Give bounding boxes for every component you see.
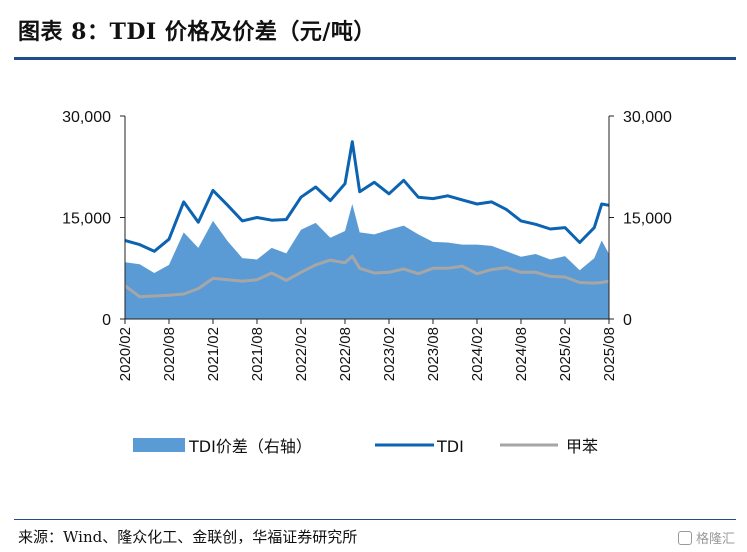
axes-layer: 0 0 15,000 15,000 30,000 30,000 2020/02 2020/08…	[62, 109, 672, 381]
chart: 0 0 15,000 15,000 30,000 30,000 2020/02 2020/08…	[62, 109, 672, 456]
x-tick-label: 2020/08	[161, 327, 178, 381]
x-tick-label: 2023/02	[381, 327, 398, 381]
y-left-tick-label: 15,000	[62, 211, 111, 228]
price-lines-layer	[124, 140, 610, 299]
figure-title: 图表 8：TDI 价格及价差（元/吨）	[18, 19, 376, 45]
legend-label-tdi: TDI	[436, 437, 464, 456]
y-left-tick-label: 30,000	[62, 109, 111, 126]
x-tick-label: 2022/02	[293, 327, 310, 381]
x-tick-label: 2024/08	[513, 327, 530, 381]
spread-area-layer	[125, 204, 609, 319]
x-tick-label: 2020/02	[117, 327, 134, 381]
watermark-text: 格隆汇	[695, 532, 735, 547]
source-note: 来源：Wind、隆众化工、金联创，华福证券研究所	[18, 528, 358, 546]
x-tick-label: 2021/02	[205, 327, 222, 381]
x-tick-label: 2024/02	[469, 327, 486, 381]
legend-label-spread: TDI价差（右轴）	[188, 437, 312, 456]
legend-swatch-spread	[133, 438, 185, 452]
footer-rule	[14, 519, 736, 520]
series-spread-area	[125, 204, 609, 319]
series-tdi-line	[124, 140, 610, 253]
y-right-tick-label: 0	[623, 312, 632, 329]
title-rule	[14, 57, 736, 60]
watermark-logo-icon	[677, 530, 692, 545]
x-tick-label: 2025/02	[557, 327, 574, 381]
legend-label-toluene: 甲苯	[566, 437, 598, 456]
x-tick-label: 2025/08	[601, 327, 618, 381]
watermark: 格隆汇	[677, 528, 735, 547]
y-right-tick-label: 15,000	[623, 211, 672, 228]
x-tick-label: 2022/08	[337, 327, 354, 381]
legend: TDI价差（右轴） TDI 甲苯	[133, 437, 598, 456]
series-toluene-line	[124, 254, 610, 299]
y-right-tick-label: 30,000	[623, 109, 672, 126]
x-tick-label: 2023/08	[425, 327, 442, 381]
x-tick-label: 2021/08	[249, 327, 266, 381]
y-left-tick-label: 0	[102, 312, 111, 329]
